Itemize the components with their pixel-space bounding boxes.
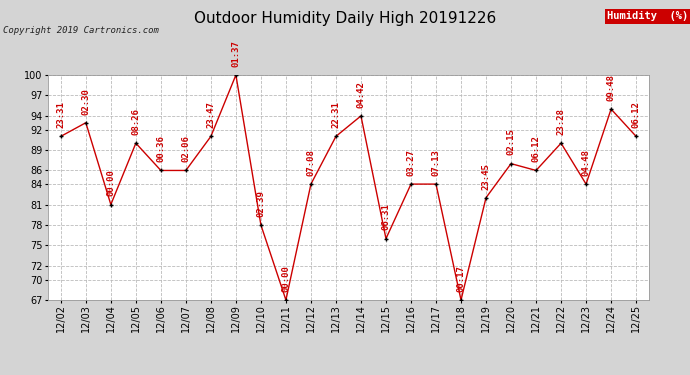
Text: 04:42: 04:42 — [357, 81, 366, 108]
Point — [631, 134, 642, 140]
Point — [455, 297, 466, 303]
Point — [380, 236, 391, 242]
Point — [230, 72, 241, 78]
Text: 00:36: 00:36 — [157, 135, 166, 162]
Point — [531, 168, 542, 174]
Point — [480, 195, 491, 201]
Point — [431, 181, 442, 187]
Text: 02:39: 02:39 — [257, 190, 266, 217]
Text: 07:13: 07:13 — [431, 149, 440, 176]
Point — [130, 140, 141, 146]
Text: 07:08: 07:08 — [306, 149, 315, 176]
Text: 00:17: 00:17 — [457, 265, 466, 292]
Text: 02:15: 02:15 — [506, 129, 515, 156]
Text: 02:06: 02:06 — [181, 135, 190, 162]
Point — [580, 181, 591, 187]
Text: Copyright 2019 Cartronics.com: Copyright 2019 Cartronics.com — [3, 26, 159, 35]
Text: 06:12: 06:12 — [631, 101, 640, 128]
Point — [606, 106, 617, 112]
Text: 22:31: 22:31 — [331, 101, 340, 128]
Text: 09:48: 09:48 — [607, 74, 615, 101]
Point — [106, 201, 117, 207]
Text: 01:37: 01:37 — [231, 40, 240, 67]
Text: 23:45: 23:45 — [482, 163, 491, 189]
Point — [206, 134, 217, 140]
Text: 03:27: 03:27 — [406, 149, 415, 176]
Point — [55, 134, 66, 140]
Text: 23:47: 23:47 — [206, 101, 215, 128]
Text: 23:31: 23:31 — [57, 101, 66, 128]
Point — [155, 168, 166, 174]
Point — [180, 168, 191, 174]
Point — [355, 113, 366, 119]
Text: 04:48: 04:48 — [582, 149, 591, 176]
Point — [80, 120, 91, 126]
Text: Humidity  (%): Humidity (%) — [607, 11, 689, 21]
Point — [506, 160, 517, 166]
Text: 06:31: 06:31 — [382, 204, 391, 231]
Point — [555, 140, 566, 146]
Point — [280, 297, 291, 303]
Point — [306, 181, 317, 187]
Text: 23:28: 23:28 — [557, 108, 566, 135]
Text: 02:30: 02:30 — [81, 88, 90, 114]
Text: Outdoor Humidity Daily High 20191226: Outdoor Humidity Daily High 20191226 — [194, 11, 496, 26]
Point — [331, 134, 342, 140]
Text: 00:00: 00:00 — [282, 265, 290, 292]
Text: 06:12: 06:12 — [531, 135, 540, 162]
Text: 00:00: 00:00 — [106, 170, 115, 196]
Point — [406, 181, 417, 187]
Text: 08:26: 08:26 — [131, 108, 140, 135]
Point — [255, 222, 266, 228]
